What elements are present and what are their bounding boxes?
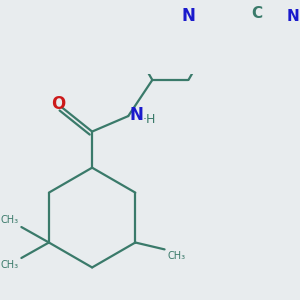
Text: ·H: ·H [143,113,156,126]
Text: O: O [51,95,66,113]
Text: N: N [129,106,143,124]
Text: CH₃: CH₃ [167,251,185,261]
Text: CH₃: CH₃ [1,260,19,270]
Text: N: N [182,7,195,25]
Text: N: N [286,9,299,24]
Text: C: C [252,6,263,21]
Text: CH₃: CH₃ [1,215,19,225]
